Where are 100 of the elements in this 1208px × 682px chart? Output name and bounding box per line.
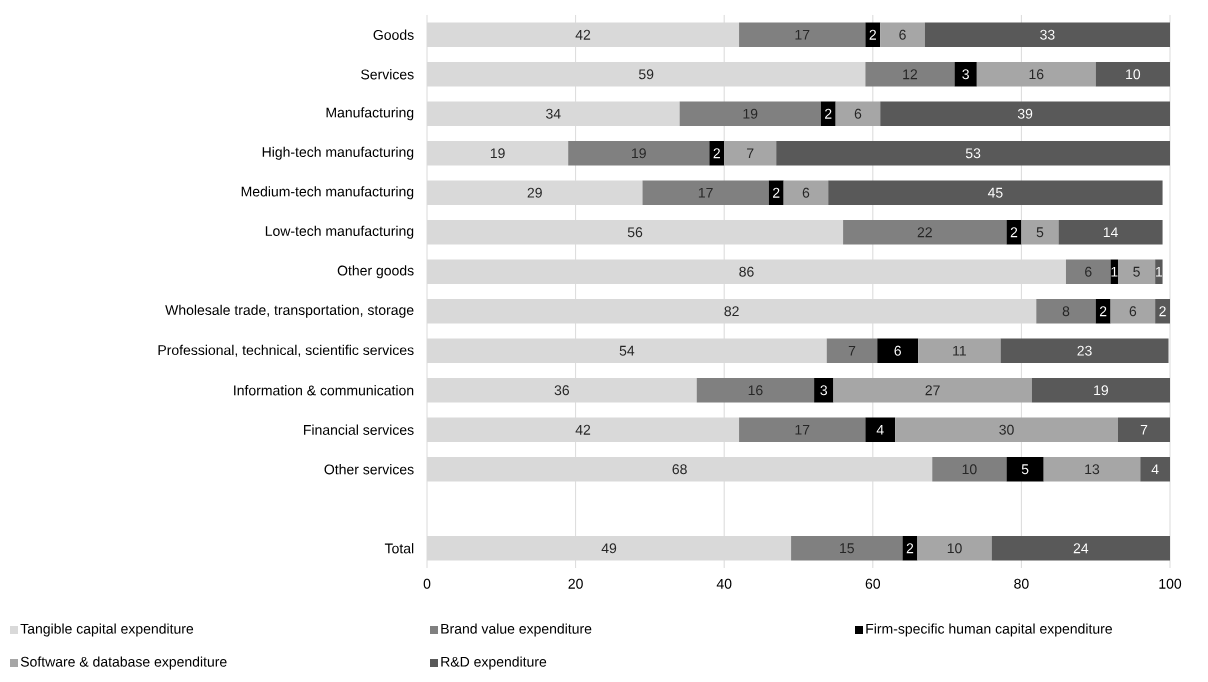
data-label: 82 [724,306,739,317]
bar [843,220,1007,245]
data-label: 39 [1017,108,1033,119]
bar [768,180,784,205]
bar [1031,378,1170,403]
data-label: 4 [1151,464,1159,475]
data-label: 54 [619,345,635,356]
data-label: 42 [575,424,591,435]
x-tick-label: 0 [423,578,431,589]
x-tick-label: 60 [865,578,881,589]
y-tick-label: Manufacturing [326,107,414,121]
bar [835,101,881,126]
data-label: 11 [953,345,966,356]
y-tick-label: Medium-tech manufacturing [241,186,414,200]
bar [895,417,1118,442]
bar [1021,220,1059,245]
bar [820,101,836,126]
bar [709,141,725,166]
y-tick-label: Wholesale trade, transportation, storage [165,304,414,318]
x-tick-label: 100 [1159,578,1182,589]
bar [1065,259,1111,284]
bar [724,141,777,166]
data-label: 6 [894,345,901,356]
bar [783,180,829,205]
bar [1036,299,1096,324]
bar [1117,259,1156,284]
data-label: 17 [795,424,810,435]
data-label: 10 [947,543,962,554]
bar [1095,299,1111,324]
data-label: 2 [906,543,914,554]
bar [1058,220,1163,245]
data-label: 5 [1036,227,1044,238]
legend-label: Firm-specific human capital expenditure [866,623,1112,637]
bar [991,536,1170,561]
x-tick-label: 40 [716,578,732,589]
data-label: 3 [962,69,969,80]
data-label: 14 [1103,227,1118,238]
bar [776,141,1170,166]
data-label: 68 [672,464,687,475]
data-label: 8 [1062,306,1070,317]
data-label: 4 [876,424,884,435]
data-label: 13 [1085,464,1100,475]
data-label: 19 [1094,385,1109,396]
legend-label: R&D expenditure [441,656,547,670]
bar [642,180,769,205]
bar [918,338,1001,363]
y-tick-label: Total [384,543,414,554]
bar [1155,299,1170,324]
data-label: 16 [748,385,763,396]
data-label: 2 [869,29,876,40]
y-tick-label: Goods [373,29,414,40]
y-tick-label: Low-tech manufacturing [265,225,414,239]
bar [865,62,955,87]
bar [877,338,919,363]
bar [1006,457,1044,482]
data-label: 7 [1140,424,1148,435]
data-label: 17 [795,29,810,40]
data-label: 34 [546,108,561,119]
data-label: 29 [527,187,542,198]
data-label: 19 [743,108,758,119]
bar [932,457,1007,482]
data-label: 19 [490,148,505,159]
data-label: 3 [820,385,828,396]
data-label: 59 [638,69,654,80]
data-label: 53 [965,148,981,159]
legend-label: Tangible capital expenditure [20,623,194,637]
y-tick-label: Financial services [304,424,414,435]
y-tick-label: Services [361,69,414,80]
x-tick-label: 20 [568,578,583,589]
data-label: 16 [1029,69,1044,80]
data-label: 6 [854,108,862,119]
bar [865,22,881,47]
data-label: 2 [713,148,720,159]
data-label: 22 [917,227,932,238]
bar [1043,457,1141,482]
bar [1117,417,1170,442]
bar [1155,259,1163,284]
data-label: 2 [825,108,832,119]
bar [826,338,878,363]
bar [1095,62,1170,87]
bar [880,22,925,47]
data-label: 23 [1077,345,1092,356]
bar [880,101,1170,126]
data-label: 24 [1073,543,1089,554]
y-tick-label: Professional, technical, scientific services [158,344,414,357]
bar [814,378,834,403]
data-label: 56 [627,227,643,238]
data-label: 27 [925,385,940,396]
data-label: 2 [1159,306,1166,317]
bar [739,22,866,47]
data-label: 5 [1133,266,1140,277]
data-label: 6 [1085,266,1092,277]
data-label: 2 [1099,306,1107,317]
data-label: 12 [903,69,918,80]
x-tick-label: 80 [1014,578,1029,589]
legend-label: Brand value expenditure [441,623,592,637]
y-tick-label: High-tech manufacturing [262,146,414,160]
data-label: 10 [1126,69,1141,80]
bar [976,62,1096,87]
data-label: 86 [739,266,754,277]
